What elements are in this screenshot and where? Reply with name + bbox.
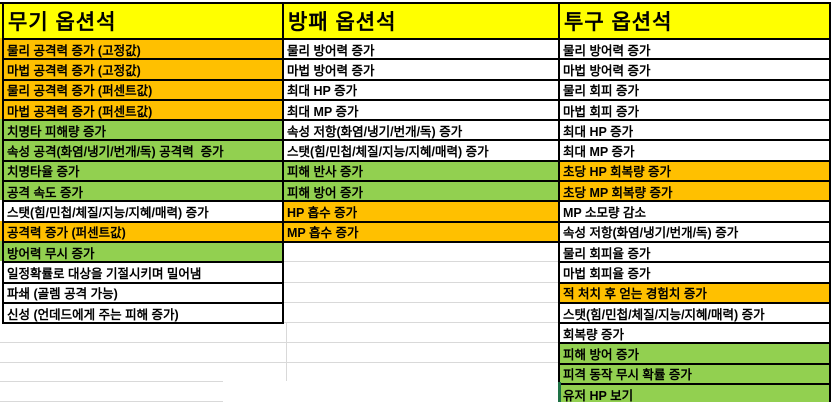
- column-header-weapon[interactable]: 무기 옵션석: [4, 4, 282, 40]
- option-cell[interactable]: 속성 공격(화염/냉기/번개/독) 공격력 증가: [4, 141, 282, 162]
- option-cell[interactable]: 마법 공격력 증가 (고정값): [4, 60, 282, 81]
- table-shield-options: 방패 옵션석 물리 방어력 증가 마법 방어력 증가 최대 HP 증가 최대 M…: [284, 2, 558, 243]
- gridline: [0, 381, 223, 382]
- gridline: [284, 261, 558, 262]
- option-cell[interactable]: 치명타 피해량 증가: [4, 121, 282, 142]
- option-cell[interactable]: 물리 공격력 증가 (퍼센트값): [4, 80, 282, 101]
- table-weapon-options: 무기 옵션석 물리 공격력 증가 (고정값) 마법 공격력 증가 (고정값) 물…: [2, 2, 284, 325]
- option-cell[interactable]: 마법 공격력 증가 (퍼센트값): [4, 100, 282, 122]
- option-cell[interactable]: 최대 HP 증가: [560, 121, 829, 142]
- table-helmet-options: 투구 옵션석 물리 방어력 증가 마법 방어력 증가 물리 회피 증가 마법 회…: [558, 2, 831, 402]
- option-cell[interactable]: 스탯(힘/민첩/체질/지능/지혜/매력) 증가: [560, 303, 829, 325]
- option-cell[interactable]: 적 처치 후 얻는 경험치 증가: [560, 283, 829, 304]
- option-cell[interactable]: 파쇄 (골렘 공격 가능): [4, 283, 282, 304]
- option-cell[interactable]: HP 흡수 증가: [284, 202, 558, 223]
- option-cell[interactable]: 물리 방어력 증가: [284, 40, 558, 61]
- option-cell[interactable]: 최대 MP 증가: [560, 141, 829, 162]
- option-cell[interactable]: 속성 저항(화염/냉기/번개/독) 증가: [560, 222, 829, 243]
- column-header-shield[interactable]: 방패 옵션석: [284, 4, 558, 40]
- option-cell[interactable]: 피해 방어 증가: [560, 344, 829, 365]
- option-cell[interactable]: 스탯(힘/민첩/체질/지능/지혜/매력) 증가: [4, 202, 282, 223]
- option-cell[interactable]: 마법 회피 증가: [560, 100, 829, 122]
- option-cell[interactable]: 회복량 증가: [560, 324, 829, 345]
- option-cell[interactable]: 최대 MP 증가: [284, 100, 558, 122]
- gridline: [284, 302, 558, 303]
- option-cell[interactable]: MP 소모량 감소: [560, 202, 829, 223]
- option-cell[interactable]: 피해 방어 증가: [284, 182, 558, 203]
- option-cell[interactable]: 속성 저항(화염/냉기/번개/독) 증가: [284, 121, 558, 142]
- column-header-helmet[interactable]: 투구 옵션석: [560, 4, 829, 40]
- option-cell-selected[interactable]: 유저 HP 보기: [560, 385, 829, 402]
- option-cell[interactable]: 피격 동작 무시 확률 증가: [560, 364, 829, 386]
- option-cell[interactable]: 초당 HP 회복량 증가: [560, 161, 829, 183]
- option-cell[interactable]: 물리 공격력 증가 (고정값): [4, 40, 282, 61]
- option-cell[interactable]: 물리 회피 증가: [560, 80, 829, 101]
- top-border-fragment: [0, 2, 2, 4]
- option-cell[interactable]: 물리 회피율 증가: [560, 242, 829, 264]
- option-cell[interactable]: 마법 방어력 증가: [284, 60, 558, 81]
- gridline: [284, 282, 558, 283]
- option-cell[interactable]: 방어력 무시 증가: [4, 242, 282, 264]
- option-cell[interactable]: 공격 속도 증가: [4, 182, 282, 203]
- option-cell[interactable]: MP 흡수 증가: [284, 222, 558, 243]
- option-cell[interactable]: 피해 반사 증가: [284, 161, 558, 183]
- gridline: [0, 342, 558, 343]
- option-cell[interactable]: 스탯(힘/민첩/체질/지능/지혜/매력) 증가: [284, 141, 558, 162]
- option-cell[interactable]: 물리 방어력 증가: [560, 40, 829, 61]
- option-cell[interactable]: 치명타율 증가: [4, 161, 282, 183]
- option-cell[interactable]: 마법 방어력 증가: [560, 60, 829, 81]
- option-cell[interactable]: 마법 회피율 증가: [560, 263, 829, 284]
- option-cell[interactable]: 일정확률로 대상을 기절시키며 밀어냄: [4, 263, 282, 284]
- option-cell[interactable]: 초당 MP 회복량 증가: [560, 182, 829, 203]
- gridline: [286, 322, 287, 381]
- option-cell[interactable]: 공격력 증가 (퍼센트값): [4, 222, 282, 243]
- gridline: [284, 322, 558, 323]
- option-cell[interactable]: 신성 (언데드에게 주는 피해 증가): [4, 303, 282, 325]
- gridline: [0, 362, 558, 363]
- cropped-left-column-sliver: [0, 2, 2, 323]
- cell-selection-border: [558, 382, 561, 402]
- option-cell[interactable]: 최대 HP 증가: [284, 80, 558, 101]
